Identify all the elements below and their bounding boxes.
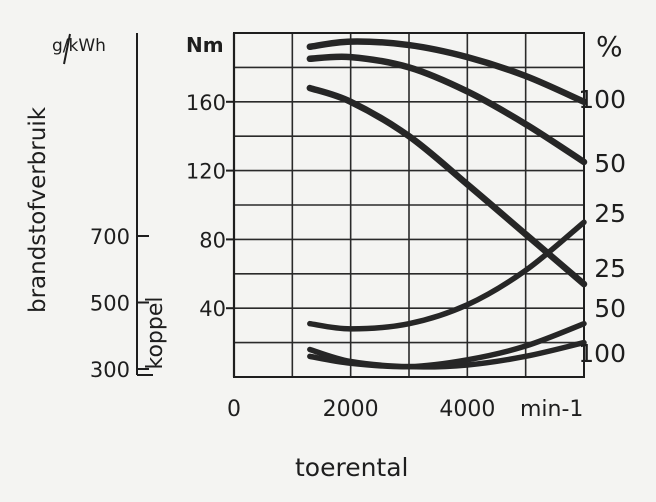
x-axis-title: toerental <box>295 453 409 482</box>
curve-koppel-100 <box>306 38 588 106</box>
curve-brandstofverbruik-100 <box>307 339 587 370</box>
curve-brandstofverbruik-25 <box>307 219 587 332</box>
torque-tick-label: 80 <box>199 228 226 252</box>
curve-koppel-50 <box>306 53 588 166</box>
right-label-verbruik-50: 50 <box>594 294 626 323</box>
x-tick-label: 4000 <box>439 397 495 422</box>
curves <box>306 38 588 370</box>
fuel-axis-title: brandstofverbruik <box>25 106 51 313</box>
torque-axis-title: koppel <box>143 297 168 370</box>
fuel-tick-label: 500 <box>90 292 130 316</box>
torque-unit-label: Nm <box>186 33 224 57</box>
tick-labels: 40 80 120 160 300 500 700 0 2000 4000 100 50 25 25 50 1… <box>90 85 626 422</box>
x-tick-label: 2000 <box>323 397 379 422</box>
right-label-verbruik-25: 25 <box>594 254 626 283</box>
torque-tick-label: 120 <box>186 160 226 184</box>
torque-tick-label: 160 <box>186 91 226 115</box>
fuel-unit-label: g/kWh <box>52 36 106 56</box>
x-tick-label: 0 <box>227 397 241 422</box>
percent-unit-label: % <box>596 30 623 63</box>
right-label-koppel-25: 25 <box>594 199 626 228</box>
right-label-verbruik-100: 100 <box>578 339 626 368</box>
fuel-unit-slash <box>63 33 71 65</box>
torque-tick-label: 40 <box>199 297 226 321</box>
right-label-koppel-50: 50 <box>594 149 626 178</box>
right-label-koppel-100: 100 <box>578 85 626 114</box>
fuel-tick-label: 700 <box>90 225 130 249</box>
curve-koppel-25 <box>306 84 588 288</box>
fuel-tick-label: 300 <box>90 358 130 382</box>
x-unit-label: min-1 <box>520 397 583 422</box>
